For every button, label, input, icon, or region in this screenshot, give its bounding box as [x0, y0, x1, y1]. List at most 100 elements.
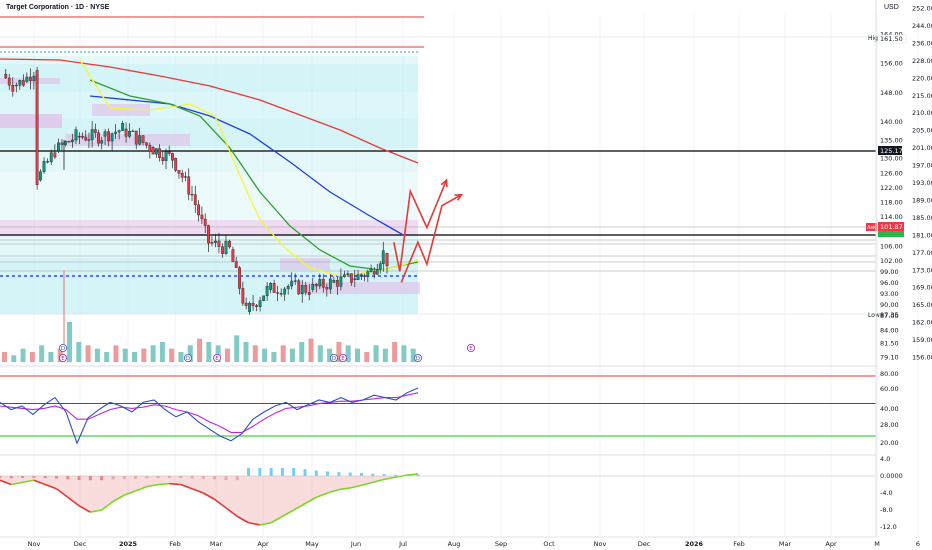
- zone-11: [92, 104, 150, 116]
- osc-histogram-bar: [54, 476, 58, 479]
- osc-histogram-bar: [269, 468, 273, 476]
- candle-body: [375, 269, 379, 275]
- rsi-pane[interactable]: [0, 375, 876, 456]
- candle-body: [258, 300, 262, 307]
- y-tick-left-0: 164.00: [880, 31, 903, 39]
- candle-body: [350, 273, 353, 283]
- candle-body: [103, 131, 107, 137]
- y-tick-left-9: 114.00: [880, 213, 903, 221]
- event-marker-circle-5: [338, 353, 347, 362]
- candle-body: [366, 271, 370, 277]
- x-tick-8: Jul: [398, 540, 407, 548]
- candle-body: [161, 157, 165, 161]
- y-tick-right-4: 220.00: [912, 74, 932, 82]
- event-marker-circle-7: [466, 343, 475, 352]
- osc-histogram-bar: [382, 474, 386, 476]
- high-value-box: [877, 34, 907, 44]
- event-marker-circle-6: [413, 353, 422, 362]
- price-pane[interactable]: [0, 16, 876, 350]
- volume-bar: [67, 322, 73, 362]
- candle-body: [11, 85, 15, 92]
- candle-body: [151, 147, 155, 155]
- x-tick-16: Mar: [779, 540, 792, 548]
- y-tick-left-2: 148.00: [880, 89, 903, 97]
- volume-bar: [354, 348, 360, 362]
- oscillator-pane[interactable]: [0, 468, 876, 526]
- x-tick-5: Apr: [257, 540, 269, 548]
- candle-body: [228, 240, 231, 248]
- y-tick-left-5: 130.00: [880, 155, 903, 163]
- osc-histogram-bar: [292, 468, 296, 476]
- candle-body: [221, 246, 224, 254]
- osc-histogram-bar: [145, 476, 149, 479]
- candle-body: [32, 75, 36, 81]
- volume-bar: [392, 342, 398, 362]
- osc-line-segment: [259, 521, 272, 526]
- x-tick-10: Sep: [495, 540, 507, 548]
- candle-body: [378, 263, 382, 270]
- projection-path-lower: [400, 194, 462, 283]
- osc-line-segment: [236, 515, 249, 524]
- osc-tick-0: 4.0: [880, 455, 890, 463]
- ma-green: [89, 79, 419, 271]
- x-tick-14: 2026: [685, 540, 704, 548]
- candle-body: [18, 80, 22, 86]
- candle-body: [314, 284, 318, 287]
- osc-histogram-bar: [32, 476, 36, 478]
- event-marker-5: E: [341, 356, 345, 362]
- y-tick-left-4: 135.00: [880, 136, 903, 144]
- y-tick-right-19: 159.00: [912, 336, 932, 344]
- osc-histogram-bar: [235, 476, 239, 481]
- candle-body: [121, 122, 125, 131]
- candle-body: [238, 267, 241, 289]
- volume-bar: [410, 348, 416, 362]
- y-tick-left-13: 99.00: [880, 268, 899, 276]
- volume-bar: [271, 352, 277, 362]
- candle-body: [321, 279, 325, 288]
- event-marker-6: D: [416, 356, 420, 362]
- volume-pane: DE D E D E DE: [0, 322, 876, 367]
- candle-body: [342, 274, 346, 278]
- osc-line-segment: [248, 521, 260, 526]
- candle-body: [124, 128, 128, 137]
- candle-body: [200, 214, 204, 220]
- candle-body: [60, 142, 64, 145]
- x-tick-1: Dec: [74, 540, 87, 548]
- osc-tick-4: -12.0: [880, 523, 897, 531]
- candle-body: [356, 274, 360, 280]
- volume-bar: [280, 345, 286, 362]
- event-marker-3: E: [215, 356, 219, 362]
- candle-body: [269, 283, 273, 290]
- volume-bar: [85, 345, 91, 362]
- osc-line-segment: [361, 481, 374, 487]
- osc-line-segment: [383, 476, 396, 481]
- candle-body: [255, 305, 258, 307]
- key-level-value: 125.17: [880, 147, 903, 155]
- candle-body: [372, 271, 376, 275]
- volume-bar: [141, 348, 147, 362]
- volume-bar: [308, 338, 314, 362]
- candle-body: [14, 84, 18, 87]
- candle-body: [171, 153, 174, 161]
- projection-arrowhead-lower: [454, 193, 464, 201]
- candle-body: [71, 139, 74, 143]
- volume-bar: [299, 342, 305, 362]
- candle-body: [293, 280, 297, 282]
- osc-histogram-bar: [100, 476, 104, 481]
- y-tick-left-12: 102.00: [880, 257, 903, 265]
- volume-bar: [243, 342, 249, 362]
- last-price-badge: [878, 222, 904, 231]
- osc-histogram-bar: [0, 476, 2, 478]
- key-level-badge: [878, 146, 902, 155]
- currency-label[interactable]: USD: [884, 4, 899, 11]
- candle-body: [385, 252, 389, 267]
- candle-body: [353, 278, 357, 280]
- candle-body: [128, 131, 131, 137]
- volume-bar: [215, 345, 221, 362]
- osc-histogram-bar: [167, 476, 171, 479]
- event-marker-2: D: [186, 356, 190, 362]
- volume-bar: [373, 345, 379, 362]
- volume-bar: [289, 348, 295, 362]
- event-marker-circle-0: [59, 343, 68, 352]
- y-tick-right-2: 236.00: [912, 39, 932, 47]
